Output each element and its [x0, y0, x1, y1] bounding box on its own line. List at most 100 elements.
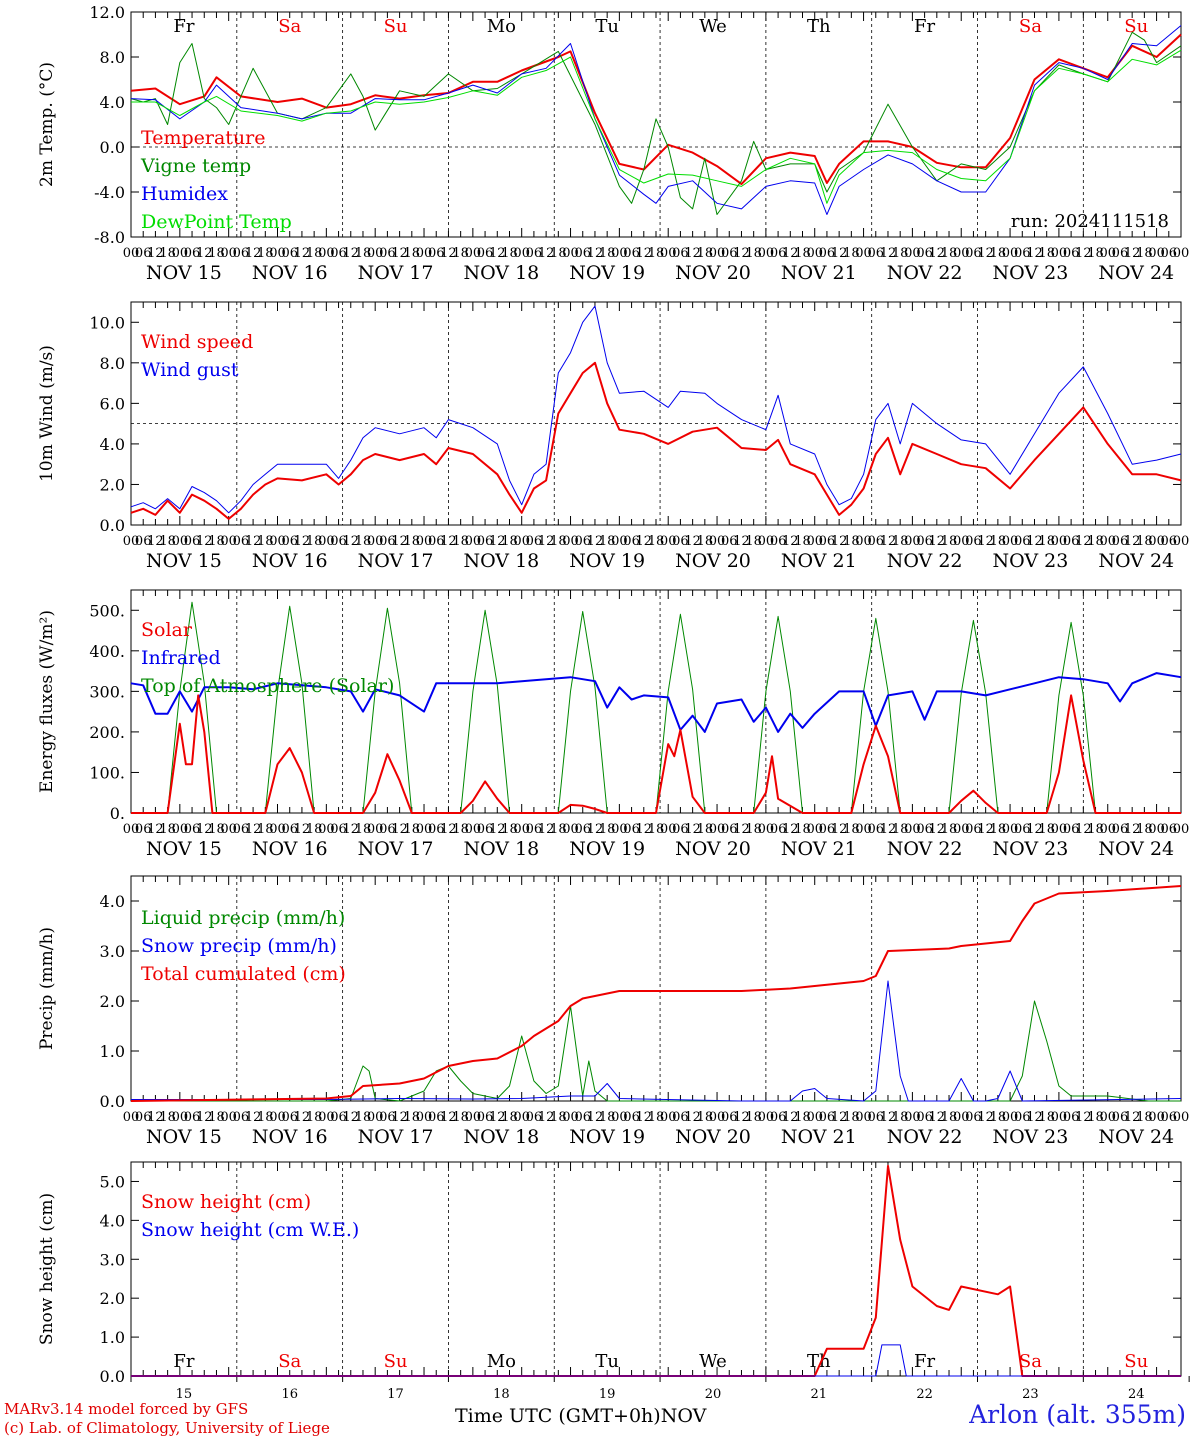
x-hour-label: 18 [1136, 246, 1153, 261]
x-hour-label: 12 [391, 822, 408, 837]
x-hour-label: 00 [1173, 534, 1190, 549]
legend-entry: Humidex [141, 183, 228, 205]
x-date-label: NOV 22 [887, 262, 963, 284]
x-hour-label: 06 [477, 822, 494, 837]
x-hour-label: 18 [404, 246, 421, 261]
x-hour-label: 12 [391, 534, 408, 549]
y-tick-label: 0.0 [100, 1367, 125, 1386]
x-hour-label: 06 [721, 534, 738, 549]
x-hour-label: 18 [208, 1110, 225, 1125]
x-hour-label: 00 [367, 534, 384, 549]
legend-entry: Top of Atmosphere (Solar) [141, 675, 394, 697]
y-axis-label: Snow height (cm) [37, 1193, 57, 1345]
x-date-label: 22 [916, 1387, 933, 1402]
month-label: NOV [660, 1405, 707, 1427]
x-hour-label: 12 [147, 534, 164, 549]
x-hour-label: 18 [1087, 1110, 1104, 1125]
x-hour-label: 06 [819, 822, 836, 837]
x-hour-label: 00 [953, 246, 970, 261]
x-hour-label: 18 [745, 534, 762, 549]
x-hour-label: 06 [770, 822, 787, 837]
x-hour-label: 12 [587, 534, 604, 549]
x-hour-label: 18 [941, 534, 958, 549]
x-hour-label: 12 [391, 1110, 408, 1125]
weekday-label: We [699, 1351, 727, 1372]
x-hour-label: 06 [819, 1110, 836, 1125]
x-hour-label: 18 [697, 246, 714, 261]
x-hour-label: 06 [623, 822, 640, 837]
x-hour-label: 06 [965, 1110, 982, 1125]
panel-frame [130, 589, 1182, 814]
x-hour-label: 12 [245, 246, 262, 261]
x-hour-label: 12 [782, 534, 799, 549]
x-hour-label: 18 [550, 534, 567, 549]
station-label: Arlon (alt. 355m) [969, 1400, 1186, 1429]
x-hour-label: 00 [1099, 534, 1116, 549]
x-hour-label: 18 [990, 1110, 1007, 1125]
x-date-label: NOV 22 [887, 838, 963, 860]
x-hour-label: 06 [574, 1110, 591, 1125]
x-hour-label: 06 [1161, 534, 1178, 549]
x-hour-label: 06 [330, 246, 347, 261]
x-hour-label: 18 [1136, 534, 1153, 549]
x-hour-label: 06 [1063, 822, 1080, 837]
x-hour-label: 00 [220, 534, 237, 549]
x-hour-label: 18 [1087, 822, 1104, 837]
x-hour-label: 12 [196, 534, 213, 549]
x-hour-label: 06 [1063, 534, 1080, 549]
x-hour-label: 12 [880, 1110, 897, 1125]
x-hour-label: 06 [867, 822, 884, 837]
x-hour-label: 12 [880, 534, 897, 549]
weekday-label: Sa [1019, 16, 1042, 37]
x-hour-label: 06 [526, 1110, 543, 1125]
x-date-label: NOV 15 [146, 838, 222, 860]
x-hour-label: 00 [172, 246, 189, 261]
y-axis-label: 2m Temp. (°C) [37, 62, 57, 187]
x-hour-label: 12 [929, 1110, 946, 1125]
x-hour-label: 12 [636, 534, 653, 549]
x-hour-label: 18 [745, 246, 762, 261]
x-hour-label: 00 [367, 822, 384, 837]
panel-frame [130, 301, 1182, 526]
legend-entry: Total cumulated (cm) [141, 963, 346, 985]
x-hour-label: 12 [684, 534, 701, 549]
weekday-label: Mo [487, 16, 516, 37]
y-tick-label: 10.0 [89, 313, 125, 332]
x-hour-label: 18 [941, 1110, 958, 1125]
x-date-label: NOV 16 [252, 838, 328, 860]
x-hour-label: 00 [367, 246, 384, 261]
x-hour-label: 00 [220, 822, 237, 837]
x-hour-label: 06 [477, 534, 494, 549]
x-hour-label: 12 [1124, 534, 1141, 549]
x-hour-label: 06 [428, 822, 445, 837]
x-date-label: NOV 16 [252, 550, 328, 572]
x-hour-label: 00 [513, 1110, 530, 1125]
x-hour-label: 06 [867, 246, 884, 261]
x-date-label: NOV 18 [463, 262, 539, 284]
x-hour-label: 12 [782, 246, 799, 261]
x-hour-label: 06 [526, 822, 543, 837]
x-date-label: 21 [811, 1387, 828, 1402]
x-date-label: NOV 20 [675, 550, 751, 572]
x-hour-label: 00 [318, 822, 335, 837]
run-annotation: run: 2024111518 [1011, 211, 1169, 232]
x-hour-label: 12 [538, 822, 555, 837]
y-tick-label: 12.0 [89, 3, 125, 22]
x-hour-label: 18 [599, 246, 616, 261]
x-date-label: NOV 16 [252, 262, 328, 284]
x-hour-label: 12 [831, 1110, 848, 1125]
x-hour-label: 18 [550, 246, 567, 261]
x-hour-label: 18 [208, 534, 225, 549]
x-date-label: NOV 18 [463, 550, 539, 572]
series-solar [131, 694, 1181, 814]
x-hour-label: 12 [538, 534, 555, 549]
x-hour-label: 00 [269, 534, 286, 549]
x-hour-label: 06 [1112, 246, 1129, 261]
x-hour-label: 06 [428, 1110, 445, 1125]
x-hour-label: 00 [318, 1110, 335, 1125]
x-hour-label: 18 [648, 1110, 665, 1125]
x-hour-label: 00 [562, 534, 579, 549]
x-hour-label: 00 [1099, 822, 1116, 837]
x-hour-label: 06 [916, 246, 933, 261]
x-hour-label: 12 [391, 246, 408, 261]
